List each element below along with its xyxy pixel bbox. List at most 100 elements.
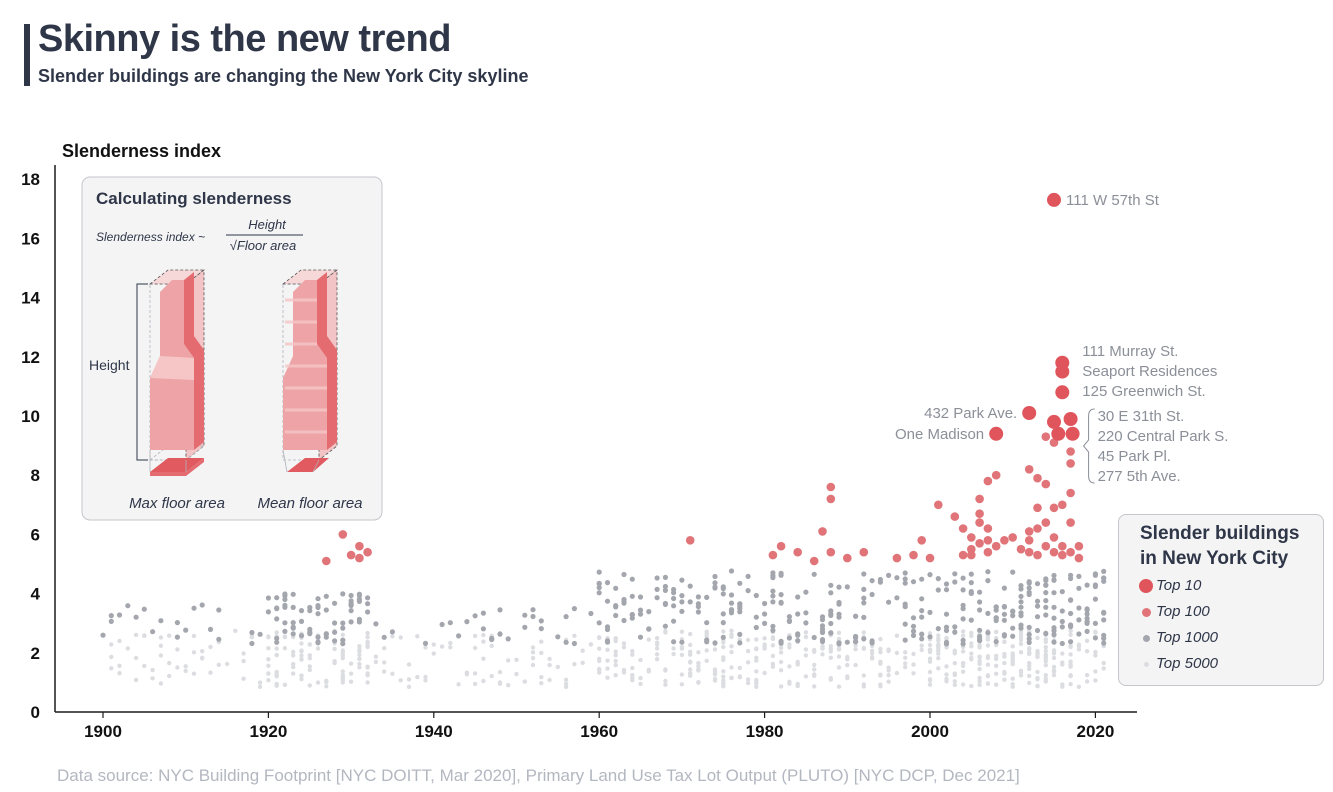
top1000-dot [1051, 577, 1057, 583]
top1000-dot [480, 626, 486, 632]
top5000-dot [539, 650, 544, 656]
top1000-dot [1051, 572, 1057, 579]
page-subtitle: Slender buildings are changing the New Y… [38, 66, 529, 86]
top5000-dot [348, 679, 354, 684]
top1000-dot [1026, 585, 1032, 591]
top1000-dot [1043, 612, 1049, 618]
top5000-dot [721, 669, 726, 674]
top5000-dot [1043, 645, 1049, 650]
top5000-dot [307, 664, 312, 669]
top1000-dot [1026, 591, 1032, 598]
legend-marker-top5000 [1144, 662, 1149, 667]
top5000-dot [919, 647, 924, 653]
top1000-dot [1076, 573, 1082, 580]
top1000-dot [910, 632, 917, 639]
top5000-dot [704, 658, 709, 663]
top1000-dot [853, 639, 859, 645]
top1000-dot [762, 611, 768, 617]
top1000-dot [861, 571, 867, 577]
top1000-dot [1010, 613, 1016, 619]
building-mean-floor-area [281, 269, 339, 473]
top5000-dot [547, 677, 552, 683]
top1000-dot [199, 602, 205, 608]
top1000-dot [207, 626, 214, 633]
top1000-dot [985, 578, 991, 584]
top5000-dot [431, 642, 436, 647]
top1000-dot [1051, 604, 1057, 610]
top5000-dot [985, 636, 991, 642]
formula-lhs: Slenderness index ~ [96, 230, 205, 244]
top1000-dot [1068, 597, 1074, 603]
top1000-dot [282, 593, 288, 599]
top1000-dot [902, 637, 908, 643]
top5000-dot [621, 670, 627, 675]
top100-dot [1024, 527, 1034, 536]
top1000-dot [323, 593, 329, 599]
top5000-dot [886, 647, 891, 652]
top1000-dot [596, 590, 602, 596]
top5000-dot [812, 662, 817, 668]
top100-dot [818, 527, 827, 536]
top5000-dot [489, 643, 494, 649]
top1000-dot [356, 593, 362, 599]
top5000-dot [175, 647, 180, 652]
top5000-dot [778, 650, 784, 655]
formula-denominator: √Floor area [230, 238, 296, 253]
top5000-dot [663, 682, 668, 687]
top5000-dot [340, 653, 345, 658]
top5000-dot [729, 649, 734, 655]
top1000-dot [1051, 590, 1057, 596]
top5000-dot [994, 682, 999, 687]
top1000-dot [935, 626, 941, 632]
top5000-dot [241, 651, 246, 656]
top1000-dot [795, 611, 801, 617]
top1000-dot [1043, 590, 1049, 596]
top5000-dot [1010, 676, 1015, 681]
top1000-dot [977, 633, 983, 640]
top1000-dot [985, 630, 991, 636]
top1000-dot [116, 612, 123, 618]
top5000-dot [704, 648, 709, 653]
top1000-dot [728, 592, 735, 598]
top1000-dot [373, 621, 379, 627]
top1000-dot [778, 592, 784, 598]
legend-marker-top1000 [1143, 635, 1150, 642]
top5000-dot [861, 673, 866, 678]
top1000-dot [679, 593, 685, 599]
top5000-dot [621, 641, 627, 646]
top5000-dot [365, 639, 370, 645]
top5000-dot [803, 630, 809, 635]
top1000-dot [588, 610, 594, 617]
top1000-dot [489, 636, 495, 643]
top5000-dot [803, 674, 809, 679]
top1000-dot [298, 608, 305, 614]
top1000-dot [861, 600, 867, 606]
top5000-dot [1027, 651, 1032, 657]
top100-dot [917, 536, 926, 545]
top5000-dot [861, 682, 866, 687]
top100-dot [1074, 541, 1084, 551]
top1000-dot [1076, 605, 1082, 611]
top5000-dot [266, 657, 271, 662]
top5000-dot [696, 663, 701, 669]
top5000-dot [869, 656, 875, 661]
top5000-dot [754, 655, 759, 660]
annotation-label: 30 E 31th St. [1098, 408, 1185, 425]
top1000-dot [704, 594, 710, 601]
top1000-dot [968, 571, 974, 577]
top100-dot [975, 494, 984, 504]
top5000-dot [514, 671, 519, 677]
top5000-dot [1076, 684, 1082, 689]
top5000-dot [936, 651, 941, 656]
top5000-dot [936, 645, 941, 650]
top100-dot [1033, 473, 1042, 483]
top5000-dot [357, 644, 362, 649]
top5000-dot [1043, 679, 1049, 684]
top5000-dot [563, 677, 569, 682]
top5000-dot [547, 656, 552, 662]
top1000-dot [530, 613, 536, 620]
top5000-dot [1043, 639, 1049, 645]
top5000-dot [1018, 650, 1024, 655]
top5000-dot [787, 679, 792, 684]
top1000-dot [753, 592, 759, 599]
